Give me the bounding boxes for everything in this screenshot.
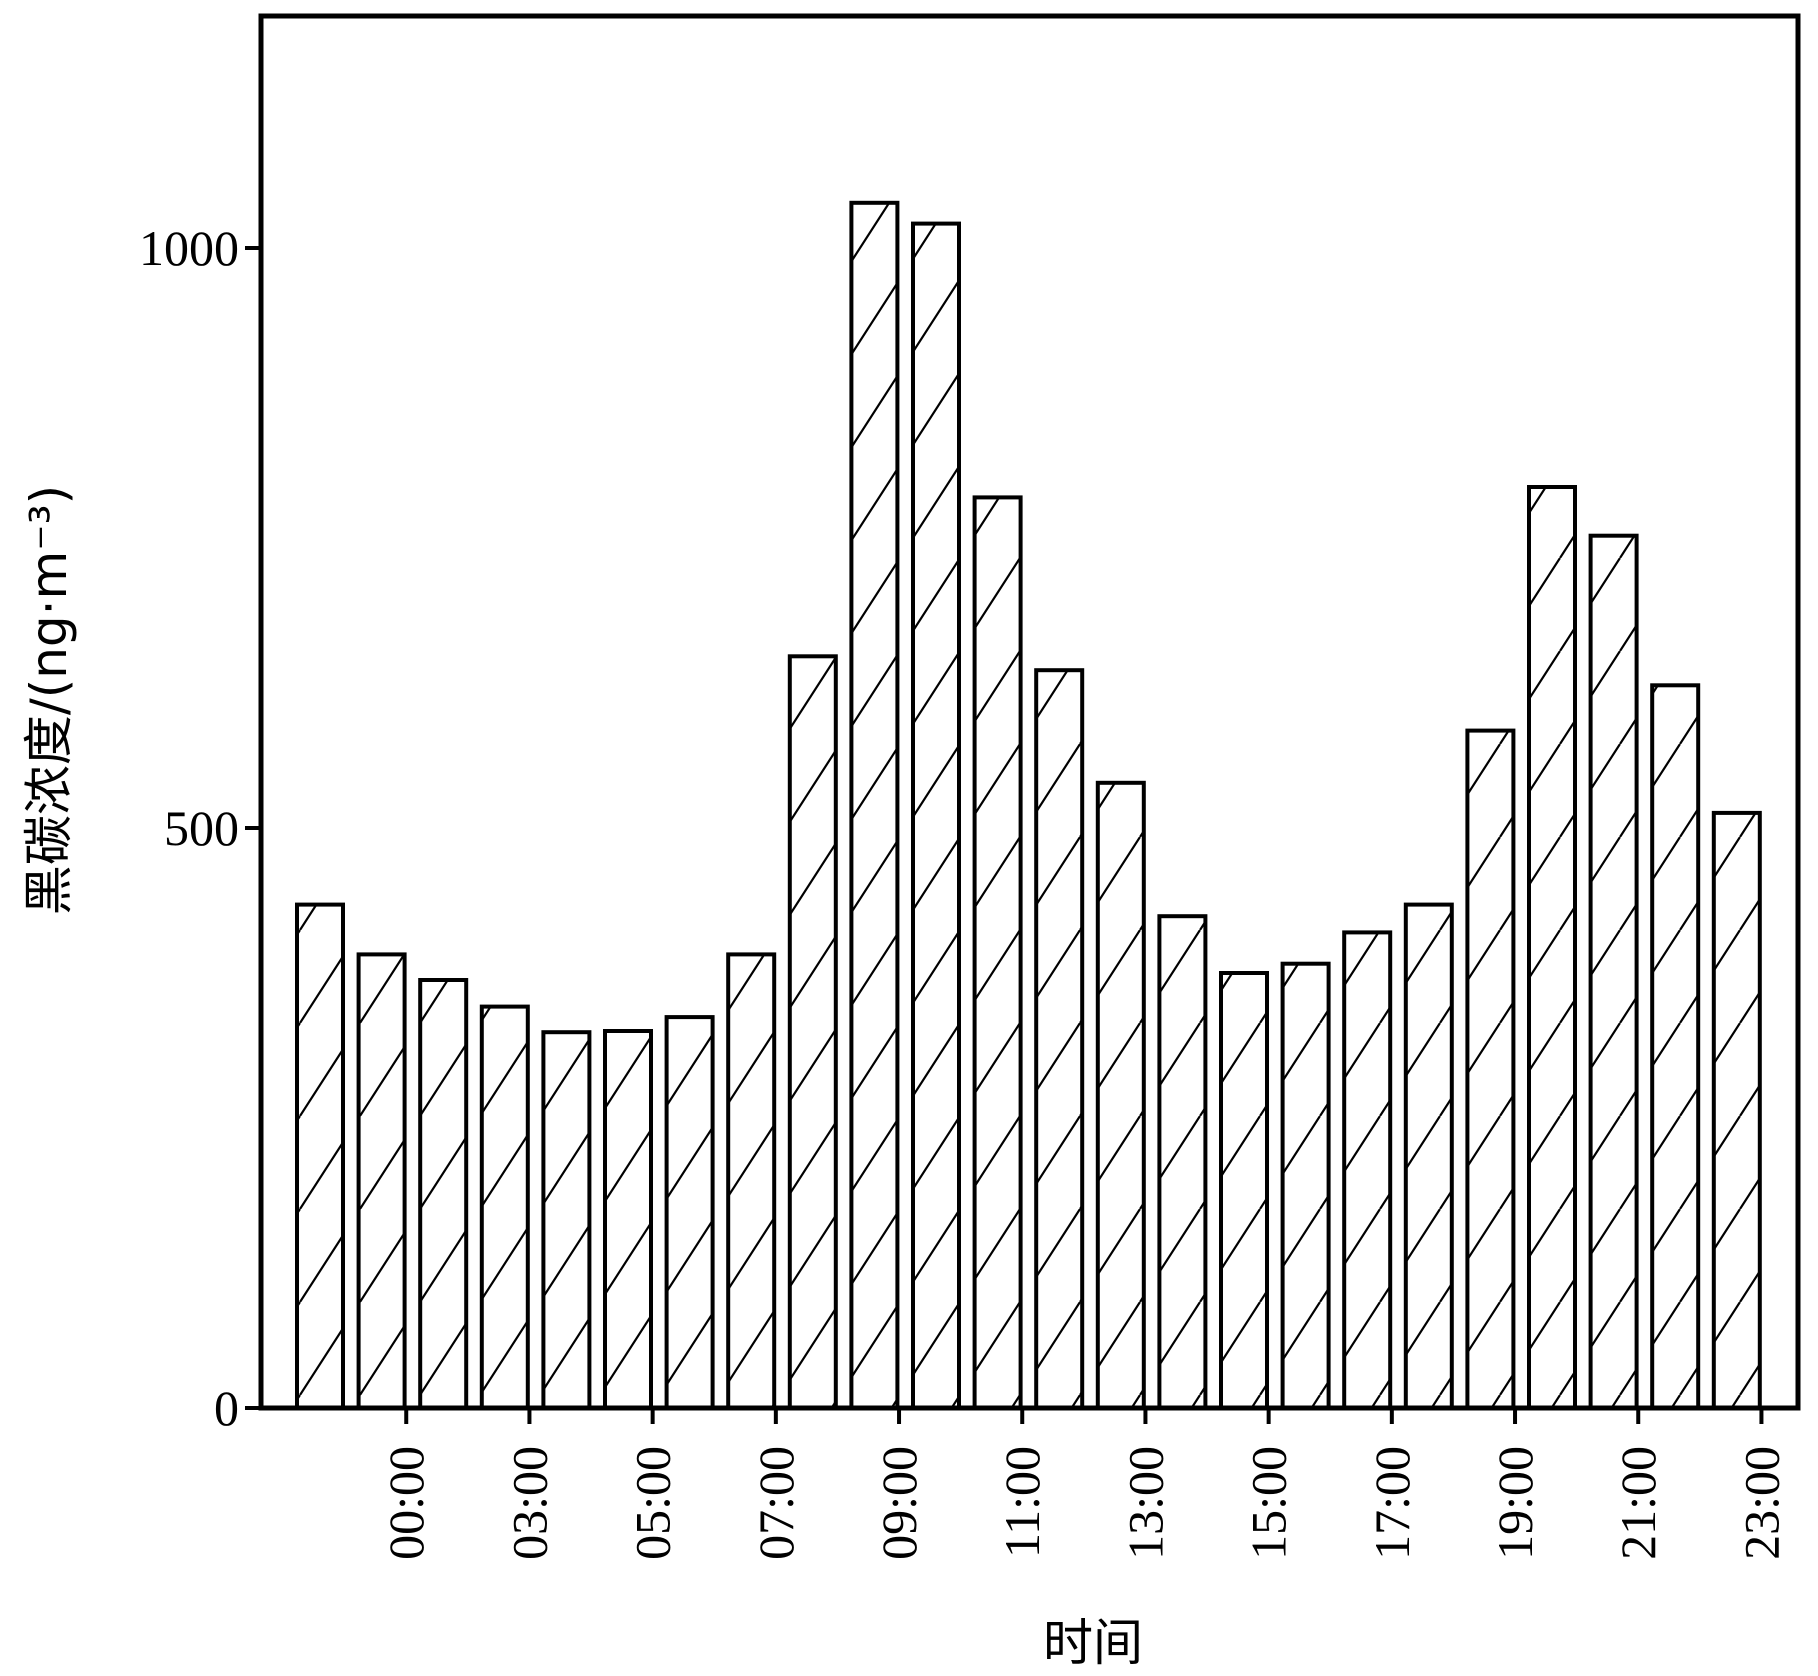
bar: [1650, 683, 1701, 1410]
bar: [356, 952, 407, 1411]
bar: [787, 654, 838, 1410]
x-tick-label: 11:00: [994, 1446, 1050, 1558]
x-axis-title: 时间: [1043, 1614, 1143, 1672]
x-tick-label: 15:00: [1241, 1446, 1297, 1560]
bar: [849, 200, 900, 1410]
y-axis: 0 500 1000: [139, 220, 261, 1436]
plot-frame: [258, 13, 1801, 1411]
bars-group: [295, 200, 1762, 1411]
x-tick-label: 19:00: [1487, 1446, 1543, 1560]
x-tick-label: 17:00: [1364, 1446, 1420, 1560]
x-tick-label: 21:00: [1610, 1446, 1666, 1560]
bar: [1527, 485, 1577, 1410]
y-tick-label: 1000: [139, 220, 239, 276]
x-tick-label: 05:00: [625, 1446, 681, 1560]
bar: [664, 1015, 715, 1410]
bar: [1034, 668, 1085, 1410]
bar: [1465, 728, 1516, 1410]
x-tick-label: 13:00: [1117, 1446, 1173, 1560]
x-tick-label: 00:00: [378, 1446, 434, 1560]
bar: [479, 1004, 530, 1410]
bar: [418, 978, 469, 1410]
bar: [603, 1029, 653, 1410]
x-axis: 00:00 03:00 05:00 07:00 09:00 11:00 13:00 15:00…: [378, 1408, 1789, 1560]
bar: [1588, 533, 1639, 1410]
bar: [295, 902, 345, 1410]
x-tick-label: 09:00: [871, 1446, 927, 1560]
x-tick-label: 03:00: [501, 1446, 557, 1560]
bar: [1219, 971, 1269, 1410]
y-tick-label: 500: [164, 800, 239, 856]
bar: [911, 221, 961, 1411]
bar: [541, 1030, 592, 1410]
bar: [1157, 914, 1208, 1410]
y-tick-label: 0: [214, 1380, 239, 1436]
bar: [972, 495, 1023, 1410]
bar: [726, 952, 777, 1411]
bar: [1280, 961, 1331, 1410]
bar: [1711, 810, 1762, 1410]
y-axis-title: 黑碳浓度/(ng·m⁻³): [20, 485, 78, 915]
bar: [1342, 930, 1393, 1411]
bar: [1095, 780, 1146, 1410]
bar: [1403, 902, 1454, 1410]
x-tick-label: 23:00: [1733, 1446, 1789, 1560]
x-tick-label: 07:00: [748, 1446, 804, 1560]
